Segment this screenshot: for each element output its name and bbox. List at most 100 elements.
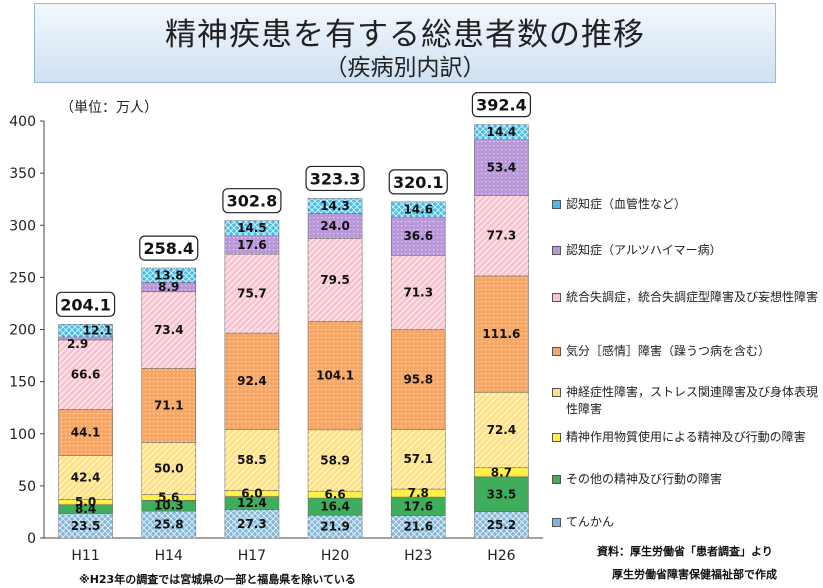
bar-value-label: 111.6 [482,327,520,341]
bar-segment-pattern [474,195,529,276]
bar-segment-pattern [141,494,196,501]
bar-segment-pattern [224,254,279,334]
bar-segment-pattern [224,333,279,430]
bar-segment-pattern [141,282,196,292]
bar-value-label: 24.0 [320,219,350,233]
bar-segment-pattern [141,368,196,443]
total-label: 302.8 [227,192,278,211]
bar-value-label: 5.6 [158,490,179,504]
bar-value-label: 14.5 [237,221,267,235]
bar-segment-pattern [391,515,446,538]
title-banner: 精神疾患を有する総患者数の推移 （疾病別内訳） [34,3,776,83]
bar-value-label: 79.5 [320,273,350,287]
legend-swatch [552,388,561,397]
bar-segment-pattern [308,515,363,538]
bar-segment-pattern [141,268,196,283]
bar-segment-pattern [308,213,363,239]
bar-value-label: 13.8 [154,268,184,282]
source-line-1: 資料：厚生労働省「患者調査」より [597,545,773,558]
legend-swatch [552,475,561,484]
bar-segment-pattern [58,336,113,340]
bar-value-label: 50.0 [154,461,184,475]
bar-value-label: 95.8 [403,373,433,387]
bar-value-label: 27.3 [237,517,267,531]
bar-value-label: 5.0 [75,495,96,509]
bar-value-label: 57.1 [403,452,433,466]
bar-value-label: 36.6 [403,229,433,243]
y-tick-label: 50 [18,479,36,495]
bar-value-label: 17.6 [403,499,433,513]
bar-value-label: 6.0 [241,486,262,500]
legend-swatch [552,433,561,442]
footnote: ※H23年の調査では宮城県の一部と福島県を除いている [79,573,356,586]
legend-item-vascular-dementia: 認知症（血管性など） [552,196,686,213]
x-tick-label: H11 [71,548,99,564]
total-box [471,92,532,118]
legend-item-mood-disorder: 気分［感情］障害（躁うつ病を含む） [552,343,770,360]
total-label: 204.1 [60,295,111,314]
bar-segment-pattern [58,324,113,337]
total-box [139,235,199,261]
bar-segment-pattern [224,509,279,538]
total-box [388,169,448,195]
bar-segment-pattern [58,513,113,538]
bar-value-label: 92.4 [237,374,267,388]
bar-value-label: 8.4 [75,502,96,516]
bar-segment-pattern [391,255,446,330]
bar-segment-pattern [141,291,196,369]
bar-segment-pattern [58,499,113,505]
bar-value-label: 23.5 [71,519,101,533]
bar-segment-pattern [308,198,363,214]
legend-swatch [552,246,561,255]
legend-swatch [552,293,561,302]
legend-swatch [552,347,561,356]
bar-segment-pattern [391,201,446,218]
bar-value-label: 77.3 [487,229,517,243]
bar-value-label: 66.6 [71,368,101,382]
legend-item-other-disorders: その他の精神及び行動の障害 [552,471,722,488]
bar-segment-pattern [224,235,279,255]
bar-value-label: 75.7 [237,287,267,301]
source-line-2: 厚生労働省障害保健福祉部で作成 [612,568,777,581]
bar-value-label: 10.3 [154,499,184,513]
y-tick-label: 400 [9,114,36,130]
legend-item-alzheimer: 認知症（アルツハイマー病） [552,242,722,259]
bar-segment-pattern [474,139,529,196]
bar-segment-pattern [141,511,196,538]
total-box [55,291,116,317]
bar-segment-pattern [141,442,196,495]
y-tick-label: 200 [9,323,36,339]
total-label: 392.4 [476,96,527,115]
bar-segment-pattern [474,392,529,468]
bar-value-label: 17.6 [237,238,267,252]
bar-value-label: 7.8 [408,486,429,500]
legend-swatch [552,518,561,527]
bar-segment-pattern [391,217,446,256]
bar-value-label: 25.8 [154,518,184,532]
bar-value-label: 8.9 [158,280,179,294]
y-tick-label: 0 [27,531,36,547]
bar-value-label: 16.4 [320,500,350,514]
bar-value-label: 12.1 [83,324,113,338]
bar-value-label: 73.4 [154,323,184,337]
bar-segment-pattern [391,429,446,490]
y-tick-label: 250 [9,270,36,286]
bar-segment-pattern [474,467,529,477]
total-label: 320.1 [393,173,444,192]
bar-value-label: 33.5 [487,487,517,501]
x-tick-label: H20 [321,548,349,564]
legend-swatch [552,200,561,209]
bar-value-label: 58.5 [237,453,267,467]
x-tick-label: H23 [404,548,432,564]
bar-value-label: 104.1 [316,369,354,383]
total-label: 258.4 [143,239,194,258]
bar-segment-pattern [224,429,279,491]
legend-item-epilepsy: てんかん [552,514,614,531]
bar-value-label: 42.4 [71,470,101,484]
bar-value-label: 6.6 [324,488,345,502]
bar-segment-pattern [308,429,363,492]
legend-item-neurotic-disorder: 神経症性障害，ストレス関連障害及び身体表現性障害 [552,384,818,418]
bar-value-label: 71.3 [403,285,433,299]
bar-value-label: 8.7 [491,465,512,479]
bar-segment-pattern [474,124,529,140]
